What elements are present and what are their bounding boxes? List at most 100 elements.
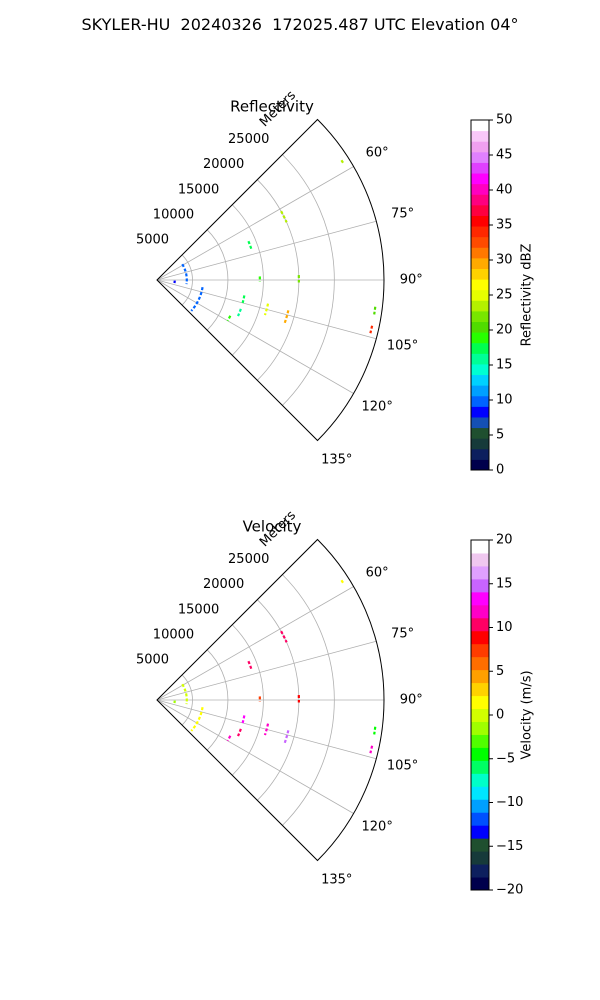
colorbar-swatch bbox=[471, 438, 489, 450]
echo-arc bbox=[373, 306, 377, 315]
colorbar-tick-label: −5 bbox=[496, 751, 515, 766]
colorbar-swatch bbox=[471, 604, 489, 619]
azimuth-tick-label: 75° bbox=[391, 207, 414, 222]
figure-title: SKYLER-HU 20240326 172025.487 UTC Elevat… bbox=[81, 15, 519, 34]
colorbar-swatch bbox=[471, 448, 489, 460]
colorbar-swatch bbox=[471, 215, 489, 227]
azimuth-tick-label: 120° bbox=[362, 400, 393, 415]
range-tick-label: 10000 bbox=[153, 207, 194, 222]
colorbar: −20 −15 −10 −5 0 5 10 15 20 Velocity (m/s) bbox=[470, 533, 535, 898]
azimuth-tick-label: 90° bbox=[400, 693, 423, 708]
colorbar-tick-label: −10 bbox=[496, 795, 523, 810]
echo-arc bbox=[241, 295, 246, 304]
colorbar-swatch bbox=[471, 682, 489, 697]
colorbar-swatch bbox=[471, 459, 489, 471]
colorbar-swatch bbox=[471, 194, 489, 206]
colorbar-tick-label: 15 bbox=[496, 576, 513, 591]
range-tick-label: 5000 bbox=[136, 232, 169, 247]
colorbar-swatch bbox=[471, 226, 489, 238]
azimuth-gridline bbox=[156, 279, 354, 394]
echo-arc bbox=[280, 630, 288, 643]
range-tick-label: 25000 bbox=[228, 552, 269, 567]
echo-arc bbox=[280, 210, 288, 223]
colorbar-label: Velocity (m/s) bbox=[520, 670, 535, 759]
echo-arc bbox=[283, 730, 290, 745]
echo-arc bbox=[369, 325, 374, 334]
colorbar-swatch bbox=[471, 204, 489, 216]
colorbar-swatch bbox=[471, 695, 489, 710]
azimuth-tick-label: 105° bbox=[387, 338, 418, 353]
colorbar-tick-label: 10 bbox=[496, 393, 513, 408]
echo-arc bbox=[340, 159, 345, 165]
colorbar-swatch bbox=[471, 734, 489, 748]
range-tick-label: 25000 bbox=[228, 132, 269, 147]
echo-arc bbox=[263, 303, 270, 316]
colorbar-swatch bbox=[471, 268, 489, 280]
colorbar-tick-label: 15 bbox=[496, 358, 513, 373]
colorbar-tick-label: 20 bbox=[496, 323, 513, 338]
colorbar-swatch bbox=[471, 747, 489, 761]
colorbar-tick-label: 40 bbox=[496, 183, 513, 198]
colorbar-swatch bbox=[471, 151, 489, 163]
colorbar-swatch bbox=[471, 130, 489, 142]
colorbar-swatch bbox=[471, 786, 489, 800]
echo-arc bbox=[263, 723, 270, 736]
colorbar-swatch bbox=[471, 669, 489, 684]
echo-arc bbox=[340, 579, 345, 585]
colorbar-tick-label: 45 bbox=[496, 148, 513, 163]
colorbar-swatch bbox=[471, 838, 489, 852]
azimuth-tick-label: 60° bbox=[366, 145, 389, 160]
colorbar-tick-label: 35 bbox=[496, 218, 513, 233]
colorbar-swatch bbox=[471, 289, 489, 301]
sector-frame bbox=[156, 118, 385, 442]
azimuth-tick-label: 60° bbox=[366, 565, 389, 580]
azimuth-tick-label: 135° bbox=[321, 872, 352, 887]
echo-arc bbox=[181, 263, 188, 285]
azimuth-tick-label: 90° bbox=[400, 273, 423, 288]
colorbar-swatch bbox=[471, 864, 489, 878]
colorbar-swatch bbox=[471, 708, 489, 722]
echo-arc bbox=[236, 308, 242, 317]
azimuth-tick-label: 135° bbox=[321, 452, 352, 467]
colorbar-swatch bbox=[471, 395, 489, 407]
colorbar-swatch bbox=[471, 236, 489, 248]
colorbar-swatch bbox=[471, 799, 489, 813]
colorbar-swatch bbox=[471, 183, 489, 195]
colorbar-tick-label: 50 bbox=[496, 113, 513, 128]
azimuth-gridline bbox=[156, 699, 354, 814]
echo-arc bbox=[190, 707, 204, 732]
echo-arc bbox=[181, 683, 188, 705]
colorbar-swatch bbox=[471, 427, 489, 439]
echo-arc bbox=[241, 715, 246, 724]
colorbar-swatch bbox=[471, 321, 489, 333]
colorbar-tick-label: −15 bbox=[496, 839, 523, 854]
colorbar-swatch bbox=[471, 141, 489, 153]
colorbar-swatch bbox=[471, 279, 489, 291]
colorbar-tick-label: 0 bbox=[496, 708, 504, 723]
colorbar-tick-label: 0 bbox=[496, 463, 504, 478]
azimuth-gridline bbox=[156, 166, 354, 281]
colorbar-swatch bbox=[471, 416, 489, 429]
panel-title: Velocity bbox=[243, 518, 302, 536]
azimuth-gridline bbox=[156, 586, 354, 701]
colorbar-swatch bbox=[471, 162, 489, 174]
colorbar-swatch bbox=[471, 656, 489, 671]
colorbar-swatch bbox=[471, 760, 489, 774]
colorbar-swatch bbox=[471, 591, 489, 606]
colorbar-swatch bbox=[471, 578, 489, 593]
colorbar-swatch bbox=[471, 877, 489, 891]
range-tick-label: 15000 bbox=[178, 602, 219, 617]
colorbar-swatch bbox=[471, 643, 489, 658]
echo-arc bbox=[236, 728, 242, 737]
velocity-panel: Velocity500010000150002000025000Meters60… bbox=[136, 508, 535, 898]
colorbar-label: Reflectivity dBZ bbox=[520, 244, 535, 347]
colorbar-swatch bbox=[471, 342, 489, 354]
colorbar-swatch bbox=[471, 310, 489, 323]
echo-arc bbox=[190, 287, 204, 312]
colorbar-swatch bbox=[471, 374, 489, 386]
colorbar-tick-label: 5 bbox=[496, 664, 504, 679]
colorbar-swatch bbox=[471, 353, 489, 365]
azimuth-tick-label: 105° bbox=[387, 758, 418, 773]
colorbar-swatch bbox=[471, 332, 489, 344]
